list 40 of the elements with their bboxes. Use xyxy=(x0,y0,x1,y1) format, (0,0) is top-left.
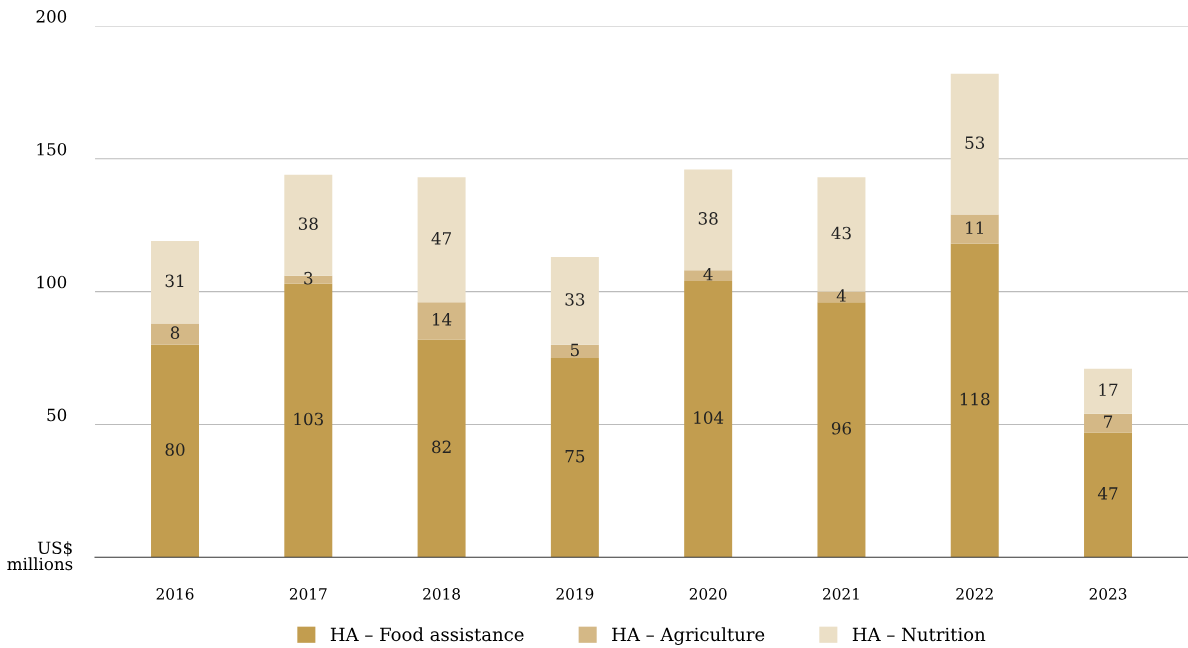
data-label: 118 xyxy=(960,392,990,406)
data-label: 80 xyxy=(165,443,185,456)
data-label: 43 xyxy=(831,226,851,240)
data-label: 11 xyxy=(966,221,983,234)
legend-label: HA – Nutrition xyxy=(852,627,986,642)
legend-label: HA – Food assistance xyxy=(330,627,524,642)
data-label: 7 xyxy=(1104,415,1113,428)
x-tick-label: 2017 xyxy=(289,588,327,600)
x-tick-label: 2016 xyxy=(156,588,194,600)
data-label: 38 xyxy=(698,212,718,225)
data-label: 47 xyxy=(1097,487,1118,500)
y-tick-label: 50 xyxy=(47,408,67,422)
x-tick-label: 2023 xyxy=(1089,588,1127,600)
data-label: 4 xyxy=(836,289,846,302)
data-label: 17 xyxy=(1099,383,1118,396)
data-label: 5 xyxy=(570,343,579,357)
x-tick-label: 2021 xyxy=(823,588,859,600)
data-label: 14 xyxy=(433,313,452,326)
data-label: 104 xyxy=(694,411,724,424)
y-tick-label: 150 xyxy=(37,142,67,156)
data-label: 4 xyxy=(703,267,713,281)
data-label: 31 xyxy=(165,274,184,288)
data-label: 53 xyxy=(965,136,985,149)
data-label: 38 xyxy=(298,217,318,231)
data-label: 47 xyxy=(431,232,451,245)
x-tick-label: 2022 xyxy=(956,588,993,600)
data-label: 8 xyxy=(170,326,180,339)
y-tick-label: 100 xyxy=(37,275,67,289)
data-label: 33 xyxy=(565,293,585,306)
x-tick-label: 2018 xyxy=(423,588,460,600)
y-tick-label: 200 xyxy=(36,10,67,23)
data-label: 82 xyxy=(432,440,451,454)
data-label: 3 xyxy=(304,271,313,285)
y-axis-title: US$ millions xyxy=(7,541,73,571)
data-label: 75 xyxy=(565,450,585,463)
data-label: 96 xyxy=(831,421,852,435)
data-label: 103 xyxy=(294,412,323,426)
x-tick-label: 2019 xyxy=(556,588,594,600)
legend-label: HA – Agriculture xyxy=(612,627,765,645)
x-tick-label: 2020 xyxy=(689,588,727,600)
